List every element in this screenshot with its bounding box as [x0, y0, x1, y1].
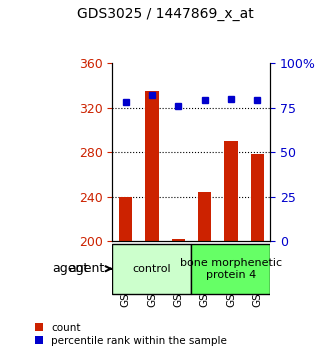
FancyBboxPatch shape: [191, 244, 270, 294]
Text: control: control: [133, 264, 171, 274]
Text: bone morphenetic
protein 4: bone morphenetic protein 4: [180, 258, 282, 280]
Text: GDS3025 / 1447869_x_at: GDS3025 / 1447869_x_at: [77, 7, 254, 21]
Text: agent: agent: [53, 262, 89, 275]
Text: agent: agent: [68, 262, 111, 275]
FancyBboxPatch shape: [113, 244, 191, 294]
Bar: [145, 91, 159, 241]
Bar: [172, 239, 185, 241]
Bar: [251, 154, 264, 241]
Bar: [119, 196, 132, 241]
Bar: [198, 192, 211, 241]
Legend: count, percentile rank within the sample: count, percentile rank within the sample: [32, 319, 230, 349]
Bar: [224, 141, 238, 241]
